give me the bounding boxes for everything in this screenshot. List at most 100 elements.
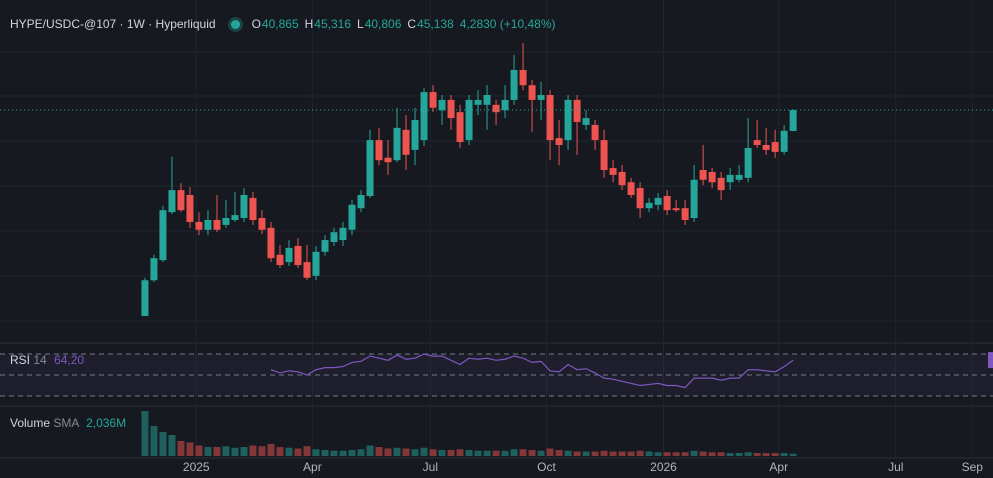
volume-bar xyxy=(465,450,473,456)
candle-body xyxy=(753,140,761,145)
volume-bar xyxy=(546,448,554,456)
volume-bar xyxy=(285,447,293,456)
symbol: HYPE/USDC-@107 · 1W · Hyperliquid xyxy=(10,17,216,31)
volume-bar xyxy=(528,450,536,456)
candle-body xyxy=(699,169,707,180)
candle-body xyxy=(672,208,680,211)
candle-body xyxy=(708,171,716,183)
candle-body xyxy=(780,130,788,152)
candle-body xyxy=(501,99,509,111)
candle-body xyxy=(609,168,617,175)
candle-body xyxy=(339,227,347,241)
candle-body xyxy=(240,194,248,219)
candle-body xyxy=(375,140,383,161)
volume-bar xyxy=(771,453,779,456)
price-grid xyxy=(0,51,993,322)
volume-bar xyxy=(735,453,743,456)
candle-body xyxy=(663,195,671,211)
candle-body xyxy=(564,99,572,141)
ohlc-value: 45,138 xyxy=(417,17,454,31)
volume-bar xyxy=(564,450,572,456)
change: 4,2830 (+10,48%) xyxy=(459,17,556,31)
candle-body xyxy=(276,254,284,266)
volume-bar xyxy=(690,450,698,456)
candle-body xyxy=(771,142,779,152)
volume-bar xyxy=(762,453,770,456)
ohlc-value: 45,316 xyxy=(314,17,351,31)
ohlc-label: L xyxy=(357,17,364,31)
volume-bar xyxy=(420,447,428,456)
volume-bar xyxy=(429,449,437,456)
candle-body xyxy=(402,129,410,155)
volume-bar xyxy=(231,447,239,456)
candle-body xyxy=(393,127,401,161)
volume-bar xyxy=(582,451,590,456)
volume-bar xyxy=(600,450,608,456)
volume-bar xyxy=(618,451,626,456)
candle-body xyxy=(222,218,230,225)
volume-bar xyxy=(474,450,482,456)
candle-body xyxy=(627,182,635,195)
candle-body xyxy=(555,138,563,145)
volume-bar xyxy=(258,446,266,456)
candle-body xyxy=(186,194,194,222)
rsi-price-tag xyxy=(988,352,993,369)
candle-body xyxy=(204,219,212,230)
volume-bar xyxy=(789,453,797,456)
volume-bar xyxy=(402,448,410,456)
candle-body xyxy=(744,147,752,178)
x-tick-label: Oct xyxy=(537,460,556,474)
x-tick-label: Apr xyxy=(303,460,322,474)
volume-bar xyxy=(393,447,401,456)
volume-bar xyxy=(654,452,662,456)
candle-body xyxy=(537,95,545,100)
volume-bar xyxy=(321,450,329,456)
candle-body xyxy=(789,110,797,131)
volume-bar xyxy=(780,453,788,456)
candle-body xyxy=(384,157,392,163)
rsi-period: 14 xyxy=(33,353,47,367)
volume-bar xyxy=(240,447,248,456)
volume-bar xyxy=(384,448,392,456)
volume-bar xyxy=(249,445,257,456)
x-tick-label: 2026 xyxy=(650,460,677,474)
volume-bar xyxy=(186,442,194,456)
candle-body xyxy=(546,95,554,141)
candle-body xyxy=(456,112,464,143)
volume-bar xyxy=(753,453,761,456)
volume-bar xyxy=(483,450,491,456)
candle-body xyxy=(168,190,176,213)
volume-bar xyxy=(294,448,302,456)
volume-bar xyxy=(177,441,185,456)
volume-bar xyxy=(366,445,374,456)
volume-bar xyxy=(375,447,383,456)
candle-body xyxy=(690,179,698,219)
candle-body xyxy=(249,197,257,220)
candle-body xyxy=(645,202,653,209)
candle-body xyxy=(195,221,203,230)
candle-body xyxy=(213,219,221,230)
volume-legend: Volume SMA 2,036M xyxy=(10,416,126,430)
ohlc-value: 40,865 xyxy=(261,17,299,31)
candle-body xyxy=(717,177,725,191)
candle-body xyxy=(528,85,536,100)
volume-label: Volume xyxy=(10,416,51,430)
candle-body xyxy=(366,140,374,196)
volume-bar xyxy=(357,449,365,456)
candle-body xyxy=(348,204,356,230)
volume-bar xyxy=(663,452,671,456)
volume-bar xyxy=(519,449,527,456)
rsi-label: RSI xyxy=(10,353,31,367)
volume-bar xyxy=(456,449,464,456)
candle-body xyxy=(618,171,626,186)
candle-body xyxy=(159,210,167,261)
x-tick-label: Jul xyxy=(423,460,438,474)
candle-body xyxy=(510,70,518,100)
volume-bar xyxy=(312,449,320,456)
volume-bar xyxy=(591,451,599,456)
candle-body xyxy=(141,280,149,317)
x-tick-label: 2025 xyxy=(183,460,210,474)
